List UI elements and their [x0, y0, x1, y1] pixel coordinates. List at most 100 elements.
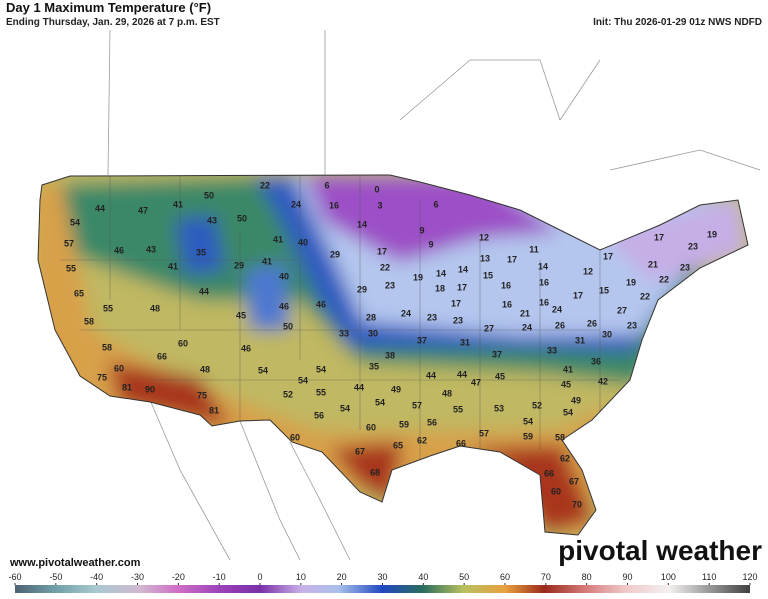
temperature-label: 56	[314, 410, 324, 420]
temperature-label: 21	[648, 259, 658, 269]
temperature-label: 46	[241, 343, 251, 353]
temperature-label: 44	[457, 369, 467, 379]
temperature-label: 12	[479, 232, 489, 242]
temperature-label: 45	[495, 371, 505, 381]
colorbar-tick-label: 30	[377, 572, 387, 582]
temperature-labels: 44 47 41 50 22 6 0 54 50 24 16 3 6 43 14 9 57 46 43 35 41 40 1…	[64, 180, 717, 509]
temperature-label: 19	[707, 229, 717, 239]
temperature-label: 54	[316, 364, 326, 374]
temperature-label: 59	[523, 431, 533, 441]
temperature-label: 55	[453, 404, 463, 414]
temperature-label: 14	[538, 261, 548, 271]
temperature-label: 24	[401, 308, 411, 318]
temperature-label: 29	[330, 249, 340, 259]
colorbar-tick-label: 60	[500, 572, 510, 582]
temperature-label: 50	[283, 321, 293, 331]
temperature-label: 14	[436, 268, 446, 278]
colorbar-tick-label: 70	[541, 572, 551, 582]
colorbar-ticks: -60 -50 -40 -30 -20 -10 0 10 20 30 40 50 60 70 80 90 100…	[8, 572, 758, 585]
temperature-label: 43	[207, 215, 217, 225]
colorbar-tick-label: -60	[8, 572, 21, 582]
temperature-label: 31	[460, 337, 470, 347]
temperature-label: 49	[391, 384, 401, 394]
temperature-label: 41	[173, 199, 183, 209]
colorbar-tick-label: 110	[702, 572, 716, 582]
temperature-label: 55	[103, 303, 113, 313]
temperature-label: 15	[599, 285, 609, 295]
temperature-label: 66	[544, 468, 554, 478]
temperature-label: 67	[569, 476, 579, 486]
temperature-label: 9	[419, 225, 424, 235]
temperature-label: 22	[659, 274, 669, 284]
brand: pivotal weather	[558, 535, 762, 566]
temperature-label: 48	[200, 364, 210, 374]
temperature-label: 23	[680, 262, 690, 272]
temperature-label: 55	[66, 263, 76, 273]
temperature-label: 30	[368, 328, 378, 338]
temperature-label: 3	[377, 200, 382, 210]
colorbar-tick-label: 0	[257, 572, 262, 582]
temperature-label: 17	[573, 290, 583, 300]
temperature-label: 23	[385, 280, 395, 290]
temperature-label: 41	[563, 364, 573, 374]
temperature-label: 0	[374, 184, 379, 194]
colorbar-tick-label: 50	[459, 572, 469, 582]
temperature-label: 44	[426, 370, 436, 380]
temperature-label: 23	[427, 312, 437, 322]
temperature-label: 52	[532, 400, 542, 410]
temperature-label: 54	[563, 407, 573, 417]
temperature-label: 22	[260, 180, 270, 190]
temperature-label: 43	[146, 244, 156, 254]
temperature-label: 65	[393, 440, 403, 450]
temperature-label: 57	[479, 428, 489, 438]
temperature-label: 23	[627, 320, 637, 330]
temperature-label: 54	[375, 397, 385, 407]
colorbar-tick-label: 120	[742, 572, 757, 582]
temperature-label: 26	[555, 320, 565, 330]
temperature-label: 54	[258, 365, 268, 375]
temperature-label: 48	[442, 388, 452, 398]
temperature-label: 35	[196, 247, 206, 257]
colorbar-tick-label: 40	[418, 572, 428, 582]
us-outline	[37, 174, 749, 536]
temperature-label: 58	[555, 432, 565, 442]
temperature-label: 24	[522, 322, 532, 332]
temperature-label: 50	[204, 190, 214, 200]
temperature-label: 60	[178, 338, 188, 348]
temperature-label: 52	[283, 389, 293, 399]
temperature-label: 55	[316, 387, 326, 397]
temperature-label: 44	[354, 382, 364, 392]
colorbar-tick-label: 10	[296, 572, 306, 582]
temperature-label: 60	[114, 363, 124, 373]
temperature-label: 30	[602, 329, 612, 339]
temperature-label: 47	[471, 377, 481, 387]
temperature-label: 75	[97, 372, 107, 382]
temperature-label: 28	[366, 312, 376, 322]
temperature-label: 60	[551, 486, 561, 496]
temperature-label: 17	[654, 232, 664, 242]
temperature-label: 38	[385, 350, 395, 360]
temperature-label: 27	[617, 305, 627, 315]
temperature-label: 62	[560, 453, 570, 463]
temperature-label: 40	[279, 271, 289, 281]
temperature-label: 58	[102, 342, 112, 352]
temperature-label: 53	[494, 403, 504, 413]
colorbar-tick-label: 100	[661, 572, 676, 582]
temperature-label: 18	[435, 283, 445, 293]
temperature-label: 29	[234, 260, 244, 270]
temperature-label: 23	[453, 315, 463, 325]
temperature-label: 16	[539, 277, 549, 287]
temperature-label: 57	[412, 400, 422, 410]
temperature-label: 47	[138, 205, 148, 215]
colorbar-tick-label: -50	[49, 572, 62, 582]
temperature-label: 46	[279, 301, 289, 311]
colorbar-tick-label: -20	[172, 572, 185, 582]
temperature-label: 45	[561, 379, 571, 389]
temperature-label: 6	[433, 199, 438, 209]
temperature-label: 12	[583, 266, 593, 276]
temperature-label: 67	[355, 446, 365, 456]
temperature-label: 81	[209, 405, 219, 415]
temperature-label: 14	[357, 219, 367, 229]
temperature-label: 19	[413, 272, 423, 282]
